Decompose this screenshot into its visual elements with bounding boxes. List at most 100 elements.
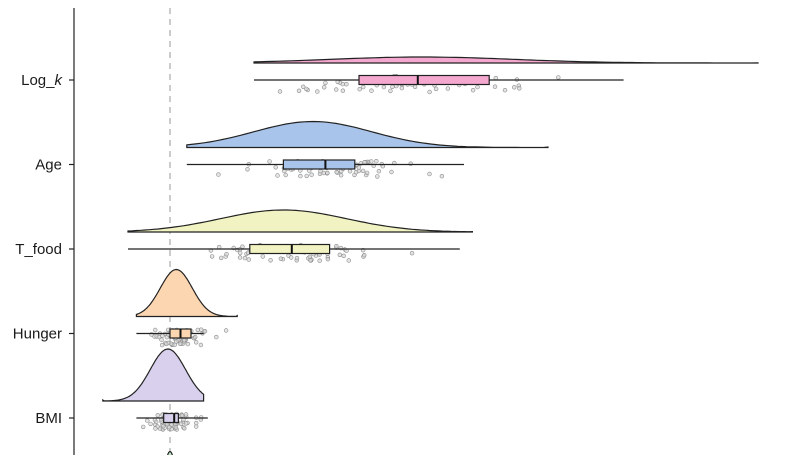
box: [249, 243, 331, 255]
data-point: [323, 80, 328, 86]
data-point: [167, 425, 172, 430]
data-point: [361, 84, 366, 90]
data-point: [183, 412, 189, 417]
data-point: [374, 159, 379, 164]
data-point: [195, 327, 201, 333]
data-point: [337, 252, 342, 258]
category-label: Log_k: [21, 72, 63, 89]
data-point: [296, 88, 302, 94]
data-point: [246, 257, 252, 262]
density-cloud: [167, 450, 173, 455]
data-point: [242, 255, 248, 261]
series-age: [186, 120, 549, 179]
data-point: [193, 334, 198, 340]
data-point: [275, 173, 280, 178]
category-label: T_food: [15, 241, 62, 258]
data-point: [283, 172, 288, 178]
data-point: [159, 342, 165, 348]
data-point: [141, 424, 146, 430]
data-point: [346, 258, 351, 263]
data-point: [179, 413, 185, 418]
data-point: [277, 89, 283, 94]
data-point: [511, 85, 517, 90]
data-point: [238, 250, 243, 256]
data-point: [224, 252, 229, 257]
data-point: [148, 421, 153, 427]
data-point: [304, 173, 309, 179]
data-point: [340, 88, 346, 93]
data-point: [301, 84, 306, 90]
data-point: [289, 255, 294, 260]
category-labels: Log_k Age T_food Hunger BMI: [13, 72, 74, 427]
data-point: [433, 86, 439, 92]
data-point: [492, 84, 498, 89]
data-point: [177, 341, 183, 346]
data-point: [182, 337, 187, 343]
data-point: [198, 342, 204, 348]
data-point: [357, 86, 362, 92]
data-point: [209, 254, 215, 259]
data-point: [245, 167, 250, 172]
data-point: [185, 341, 191, 347]
box: [282, 159, 356, 170]
data-point: [375, 174, 380, 179]
data-point: [223, 328, 229, 333]
data-point: [362, 160, 367, 165]
data-point: [369, 159, 374, 164]
density-cloud: [186, 120, 549, 149]
data-point: [381, 84, 387, 90]
data-point: [174, 339, 179, 344]
data-point: [390, 84, 395, 90]
data-point: [376, 169, 382, 174]
data-point: [445, 86, 451, 91]
data-point: [267, 159, 272, 164]
data-point: [353, 170, 359, 175]
data-point: [268, 258, 273, 263]
data-point: [475, 84, 480, 90]
density-cloud: [102, 348, 205, 402]
series-log-k: [253, 56, 759, 95]
series-layer: [102, 56, 759, 455]
data-point: [194, 420, 199, 426]
data-point: [164, 341, 169, 347]
data-point: [237, 255, 243, 260]
data-point: [556, 75, 561, 80]
data-point: [439, 174, 445, 179]
data-point: [388, 88, 393, 94]
data-point: [347, 169, 353, 174]
data-point: [517, 86, 522, 91]
data-point: [273, 165, 278, 170]
data-point: [153, 327, 158, 333]
data-point: [161, 423, 166, 429]
data-point: [362, 253, 367, 258]
data-point: [427, 89, 432, 95]
data-point: [325, 257, 331, 262]
data-point: [344, 81, 349, 87]
density-cloud: [253, 56, 759, 64]
data-point: [298, 173, 303, 179]
data-point: [182, 426, 187, 431]
data-point: [309, 172, 314, 177]
data-point: [194, 340, 199, 345]
data-point: [202, 329, 208, 334]
data-point: [308, 258, 313, 263]
data-point: [341, 253, 346, 259]
data-point: [334, 244, 339, 249]
data-point: [364, 170, 370, 176]
data-point: [318, 169, 323, 174]
data-point: [307, 254, 312, 259]
data-point: [360, 168, 366, 174]
data-point: [219, 255, 224, 261]
data-point: [214, 334, 219, 340]
data-point: [216, 172, 221, 177]
data-point: [315, 89, 320, 94]
data-point: [409, 251, 415, 256]
data-point: [502, 87, 508, 93]
data-point: [160, 333, 165, 338]
data-point: [317, 258, 322, 263]
series-hunger: [135, 268, 238, 348]
category-label: Hunger: [13, 326, 62, 343]
data-point: [178, 421, 184, 426]
data-point: [338, 173, 344, 178]
